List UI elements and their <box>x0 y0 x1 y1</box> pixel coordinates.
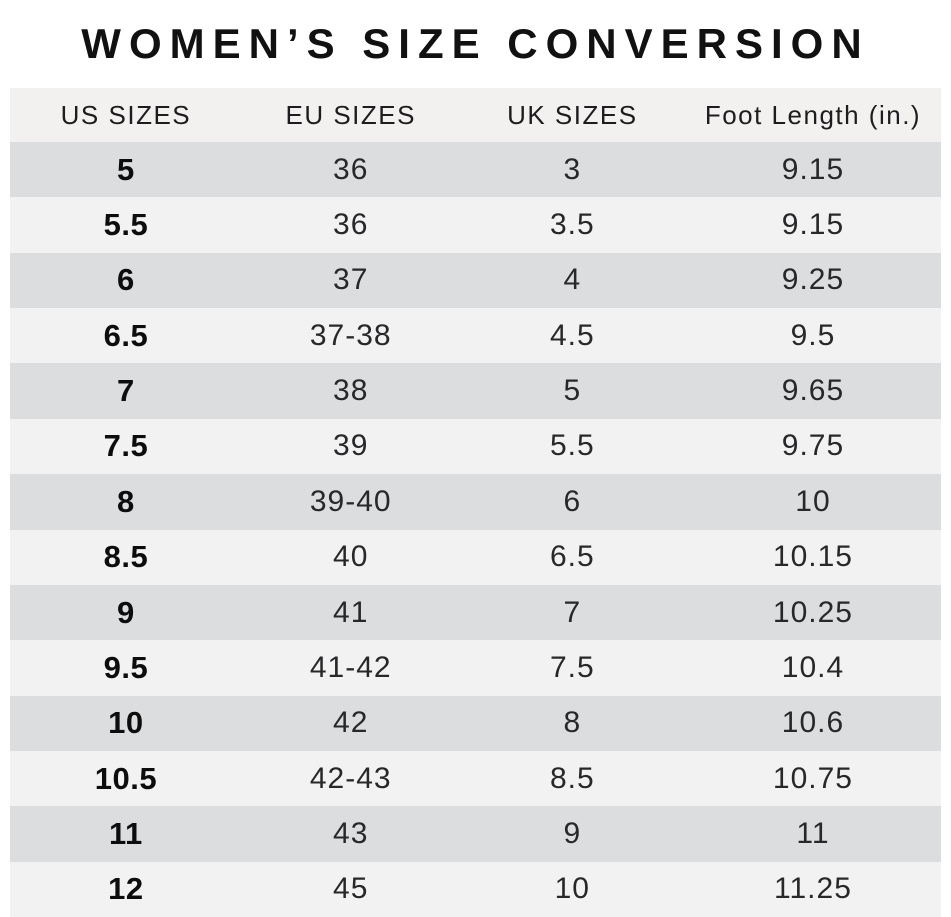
eu-size-cell: 39 <box>333 429 369 463</box>
us-size-cell: 11 <box>109 815 143 851</box>
table-row: 8.5 40 6.5 10.15 <box>10 529 941 585</box>
uk-size-cell: 8 <box>563 706 582 740</box>
foot-length-cell: 9.15 <box>781 208 845 242</box>
us-size-cell: 8.5 <box>103 539 149 575</box>
uk-size-cell: 7 <box>563 595 582 629</box>
us-size-cell: 5.5 <box>103 207 149 243</box>
eu-size-cell: 42 <box>333 706 369 740</box>
uk-size-cell: 8.5 <box>549 761 595 795</box>
table-row: 12 45 10 11.25 <box>10 861 941 917</box>
us-size-cell: 10.5 <box>94 760 158 796</box>
foot-length-cell: 10.6 <box>781 706 845 740</box>
foot-length-cell: 9.5 <box>790 318 836 352</box>
uk-size-cell: 9 <box>563 816 582 850</box>
uk-size-cell: 4.5 <box>549 318 595 352</box>
title-band: WOMEN’S SIZE CONVERSION <box>0 0 951 88</box>
column-header-us-sizes: US SIZES <box>60 99 192 130</box>
column-header-foot-length: Foot Length (in.) <box>704 99 922 130</box>
table-row: 6.5 37-38 4.5 9.5 <box>10 308 941 364</box>
eu-size-cell: 45 <box>333 872 369 906</box>
table-row: 7.5 39 5.5 9.75 <box>10 418 941 475</box>
foot-length-cell: 9.65 <box>781 374 845 408</box>
table-row: 11 43 9 11 <box>10 806 941 862</box>
eu-size-cell: 36 <box>333 208 369 242</box>
table-row: 10 42 8 10.6 <box>10 695 941 751</box>
table-row: 5 36 3 9.15 <box>10 142 941 198</box>
foot-length-cell: 10.25 <box>772 595 853 629</box>
table-row: 8 39-40 6 10 <box>10 474 941 530</box>
eu-size-cell: 40 <box>333 540 369 574</box>
foot-length-cell: 10.15 <box>772 540 853 574</box>
us-size-cell: 7 <box>117 373 135 409</box>
uk-size-cell: 4 <box>563 263 582 297</box>
foot-length-cell: 9.75 <box>781 429 845 463</box>
uk-size-cell: 6.5 <box>549 540 595 574</box>
eu-size-cell: 39-40 <box>309 484 392 518</box>
eu-size-cell: 37-38 <box>309 318 392 352</box>
us-size-cell: 12 <box>108 871 144 907</box>
uk-size-cell: 3.5 <box>549 208 595 242</box>
eu-size-cell: 37 <box>333 263 369 297</box>
table-row: 5.5 36 3.5 9.15 <box>10 197 941 253</box>
uk-size-cell: 10 <box>554 872 590 906</box>
us-size-cell: 6.5 <box>103 317 149 353</box>
foot-length-cell: 10.75 <box>772 761 853 795</box>
us-size-cell: 8 <box>117 483 135 519</box>
eu-size-cell: 42-43 <box>309 761 392 795</box>
us-size-cell: 9 <box>117 594 135 630</box>
eu-size-cell: 36 <box>333 152 369 186</box>
uk-size-cell: 3 <box>563 152 582 186</box>
eu-size-cell: 41 <box>333 595 369 629</box>
column-header-eu-sizes: EU SIZES <box>285 99 416 130</box>
uk-size-cell: 5.5 <box>549 429 595 463</box>
foot-length-cell: 9.25 <box>781 263 845 297</box>
table-row: 7 38 5 9.65 <box>10 363 941 419</box>
table-row: 9.5 41-42 7.5 10.4 <box>10 640 941 696</box>
foot-length-cell: 11.25 <box>774 872 852 906</box>
eu-size-cell: 43 <box>333 816 369 850</box>
table-row: 9 41 7 10.25 <box>10 584 941 641</box>
us-size-cell: 5 <box>117 151 135 187</box>
table-row: 6 37 4 9.25 <box>10 252 941 309</box>
table-row: 10.5 42-43 8.5 10.75 <box>10 750 941 807</box>
us-size-cell: 7.5 <box>103 428 149 464</box>
eu-size-cell: 38 <box>333 374 369 408</box>
uk-size-cell: 6 <box>563 484 582 518</box>
column-header-uk-sizes: UK SIZES <box>507 99 638 130</box>
page-title: WOMEN’S SIZE CONVERSION <box>81 20 870 67</box>
us-size-cell: 10 <box>108 705 144 741</box>
foot-length-cell: 10 <box>795 484 831 518</box>
uk-size-cell: 5 <box>563 374 582 408</box>
table-header-row: US SIZES EU SIZES UK SIZES Foot Length (… <box>10 88 941 142</box>
foot-length-cell: 10.4 <box>781 650 845 684</box>
us-size-cell: 6 <box>117 262 135 298</box>
foot-length-cell: 11 <box>796 816 830 850</box>
us-size-cell: 9.5 <box>103 649 149 685</box>
size-conversion-table: US SIZES EU SIZES UK SIZES Foot Length (… <box>10 88 941 917</box>
uk-size-cell: 7.5 <box>549 650 595 684</box>
foot-length-cell: 9.15 <box>781 152 845 186</box>
eu-size-cell: 41-42 <box>309 650 392 684</box>
table-body: 5 36 3 9.15 5.5 36 3.5 9.15 6 37 4 9.25 6.5 37-38 4.5 9… <box>10 142 941 917</box>
